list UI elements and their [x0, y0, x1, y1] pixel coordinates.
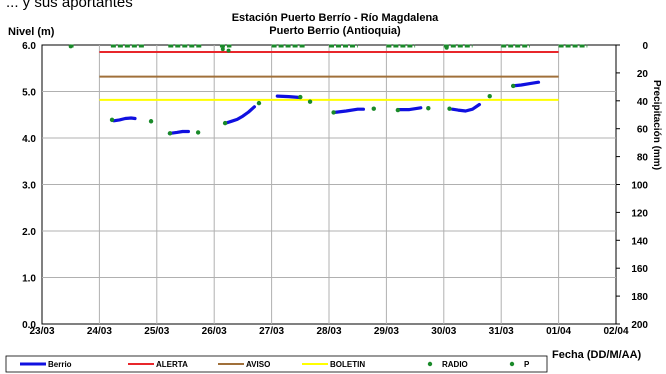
x-tick-label: 01/04 — [546, 326, 571, 337]
radio-point — [167, 131, 173, 136]
y2-tick-labels: 0 20 40 60 80 100 120 140 160 180 200 — [616, 41, 648, 331]
radio-point — [371, 106, 376, 111]
berrio-segment — [112, 116, 137, 123]
radio-point — [222, 120, 228, 126]
legend-box — [5, 355, 548, 373]
precip-point — [444, 45, 449, 50]
precip-point — [226, 48, 231, 53]
y2-axis-label: Precipitación (mm) — [651, 80, 662, 170]
y-tick-label: 0.0 — [22, 320, 36, 331]
x-tick-label: 27/03 — [259, 326, 284, 337]
legend: Berrio ALERTA AVISO BOLETIN RADIO P — [20, 360, 530, 369]
x-axis-label: Fecha (DD/M/AA) — [552, 349, 642, 361]
radio-point — [298, 94, 303, 100]
y2-tick-label: 200 — [631, 320, 648, 331]
berrio-segment — [396, 106, 423, 112]
x-tick-label: 31/03 — [489, 326, 514, 337]
y2-tick-label: 40 — [637, 97, 649, 108]
y2-tick-label: 180 — [631, 292, 648, 303]
radio-point — [109, 117, 115, 123]
precip-point — [220, 47, 225, 52]
radio-point — [256, 100, 262, 106]
y-tick-label: 2.0 — [22, 227, 36, 238]
x-tick-label: 02/04 — [603, 326, 628, 337]
y-tick-label: 4.0 — [22, 134, 36, 145]
legend-label-alerta: ALERTA — [156, 360, 188, 369]
x-tick-label: 23/03 — [29, 326, 54, 337]
chart-title: Estación Puerto Berrío - Río Magdalena — [232, 12, 439, 24]
y2-tick-label: 140 — [631, 236, 648, 247]
radio-point — [331, 110, 336, 115]
y-tick-label: 3.0 — [22, 181, 36, 192]
y2-tick-label: 120 — [631, 208, 648, 219]
x-tick-label: 24/03 — [87, 326, 112, 337]
legend-label-radio: RADIO — [442, 360, 468, 369]
y2-tick-label: 60 — [637, 125, 649, 136]
x-tick-label: 30/03 — [431, 326, 456, 337]
berrio-segment — [450, 102, 481, 113]
y2-tick-label: 100 — [631, 181, 648, 192]
radio-point — [487, 93, 492, 99]
legend-label-berrio: Berrio — [48, 360, 72, 369]
precip-point — [68, 44, 73, 49]
precipitation-bars — [68, 44, 588, 53]
y2-tick-label: 80 — [637, 153, 649, 164]
legend-swatch-radio — [427, 361, 433, 367]
y2-tick-label: 160 — [631, 264, 648, 275]
radio-point — [195, 130, 201, 135]
y-tick-labels: 0.0 1.0 2.0 3.0 4.0 5.0 6.0 — [22, 41, 36, 331]
threshold-lines — [99, 50, 559, 101]
x-tick-label: 28/03 — [316, 326, 341, 337]
berrio-segment — [511, 80, 541, 88]
y2-tick-label: 20 — [637, 69, 649, 80]
grid-lines — [42, 45, 616, 324]
radio-point — [511, 83, 516, 89]
berrio-segment — [275, 94, 302, 100]
radio-point — [395, 107, 401, 113]
chart-subtitle: Puerto Berrio (Antioquia) — [269, 25, 401, 37]
y2-tick-label: 0 — [642, 41, 648, 52]
berrio-segment — [224, 105, 256, 125]
x-tick-labels: 23/03 24/03 25/03 26/03 27/03 28/03 29/03 30/03… — [29, 326, 628, 337]
x-tick-label: 29/03 — [374, 326, 399, 337]
x-tick-label: 25/03 — [144, 326, 169, 337]
legend-label-boletin: BOLETIN — [330, 360, 365, 369]
y-tick-label: 6.0 — [22, 41, 36, 52]
radio-point — [447, 106, 452, 111]
y-tick-label: 5.0 — [22, 88, 36, 99]
level-series — [112, 80, 541, 135]
y-axis-label: Nivel (m) — [8, 26, 55, 38]
top-fragment-text: ... y sus aportantes — [6, 0, 133, 11]
radio-point — [148, 119, 154, 124]
radio-point — [426, 106, 431, 111]
berrio-segment — [167, 129, 190, 135]
y-tick-label: 1.0 — [22, 274, 36, 285]
berrio-segment — [333, 107, 365, 114]
x-tick-label: 26/03 — [202, 326, 227, 337]
point-markers — [109, 83, 516, 136]
radio-point — [307, 99, 313, 104]
legend-label-aviso: AVISO — [246, 360, 270, 369]
legend-label-p: P — [524, 360, 530, 369]
legend-swatch-p — [509, 361, 515, 367]
